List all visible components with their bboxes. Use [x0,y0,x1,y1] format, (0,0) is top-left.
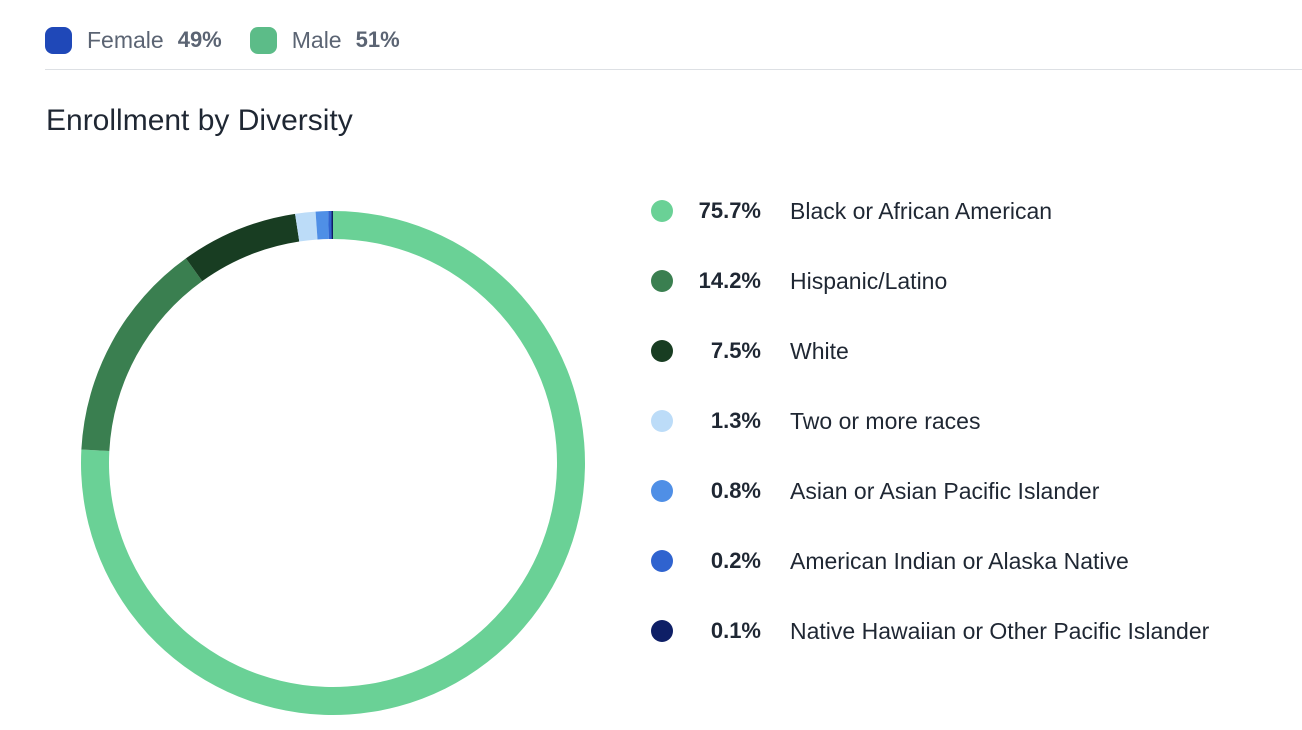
legend-color-dot [651,410,673,432]
legend-value: 0.8% [710,478,761,503]
diversity-donut-chart [81,211,586,716]
divider [45,69,1302,70]
diversity-legend: 75.7% Black or African American 14.2% Hispa… [651,176,1291,666]
legend-value: 0.2% [710,548,761,573]
gender-item-female: Female 49% [45,26,222,54]
legend-item: 0.1% Native Hawaiian or Other Pacific Isl… [651,596,1291,666]
legend-color-dot [651,620,673,642]
legend-item: 1.3% Two or more races [651,386,1291,456]
female-swatch [45,26,72,54]
legend-label: White [790,337,849,364]
male-label: Male [291,26,342,53]
legend-value: 0.1% [710,618,761,643]
legend-item: 7.5% White [651,316,1291,386]
legend-color-dot [651,480,673,502]
donut-slice [328,211,332,240]
legend-item: 0.8% Asian or Asian Pacific Islander [651,456,1291,526]
legend-value: 7.5% [710,338,761,363]
donut-slice [81,258,203,452]
section-title: Enrollment by Diversity [46,104,353,137]
legend-color-dot [651,550,673,572]
legend-label: Asian or Asian Pacific Islander [790,477,1100,504]
legend-item: 14.2% Hispanic/Latino [651,246,1291,316]
donut-slice [185,213,300,282]
female-value: 49% [177,27,222,52]
male-swatch [249,26,277,54]
gender-legend: Female 49% Male 51% [45,23,428,57]
legend-item: 0.2% American Indian or Alaska Native [651,526,1291,596]
legend-label: American Indian or Alaska Native [790,547,1129,574]
legend-item: 75.7% Black or African American [651,176,1291,246]
donut-slice [315,211,329,240]
donut-slice [331,211,333,240]
legend-label: Two or more races [790,407,981,434]
legend-label: Hispanic/Latino [790,267,948,294]
legend-color-dot [651,340,673,362]
legend-color-dot [651,270,673,292]
female-label: Female [87,26,164,53]
legend-value: 14.2% [698,268,761,293]
male-value: 51% [355,27,400,52]
legend-label: Native Hawaiian or Other Pacific Islande… [790,617,1210,644]
gender-item-male: Male 51% [249,26,400,54]
legend-label: Black or African American [790,197,1053,224]
legend-value: 75.7% [698,198,761,223]
legend-value: 1.3% [710,408,761,433]
donut-slice [295,211,318,242]
legend-color-dot [651,200,673,222]
